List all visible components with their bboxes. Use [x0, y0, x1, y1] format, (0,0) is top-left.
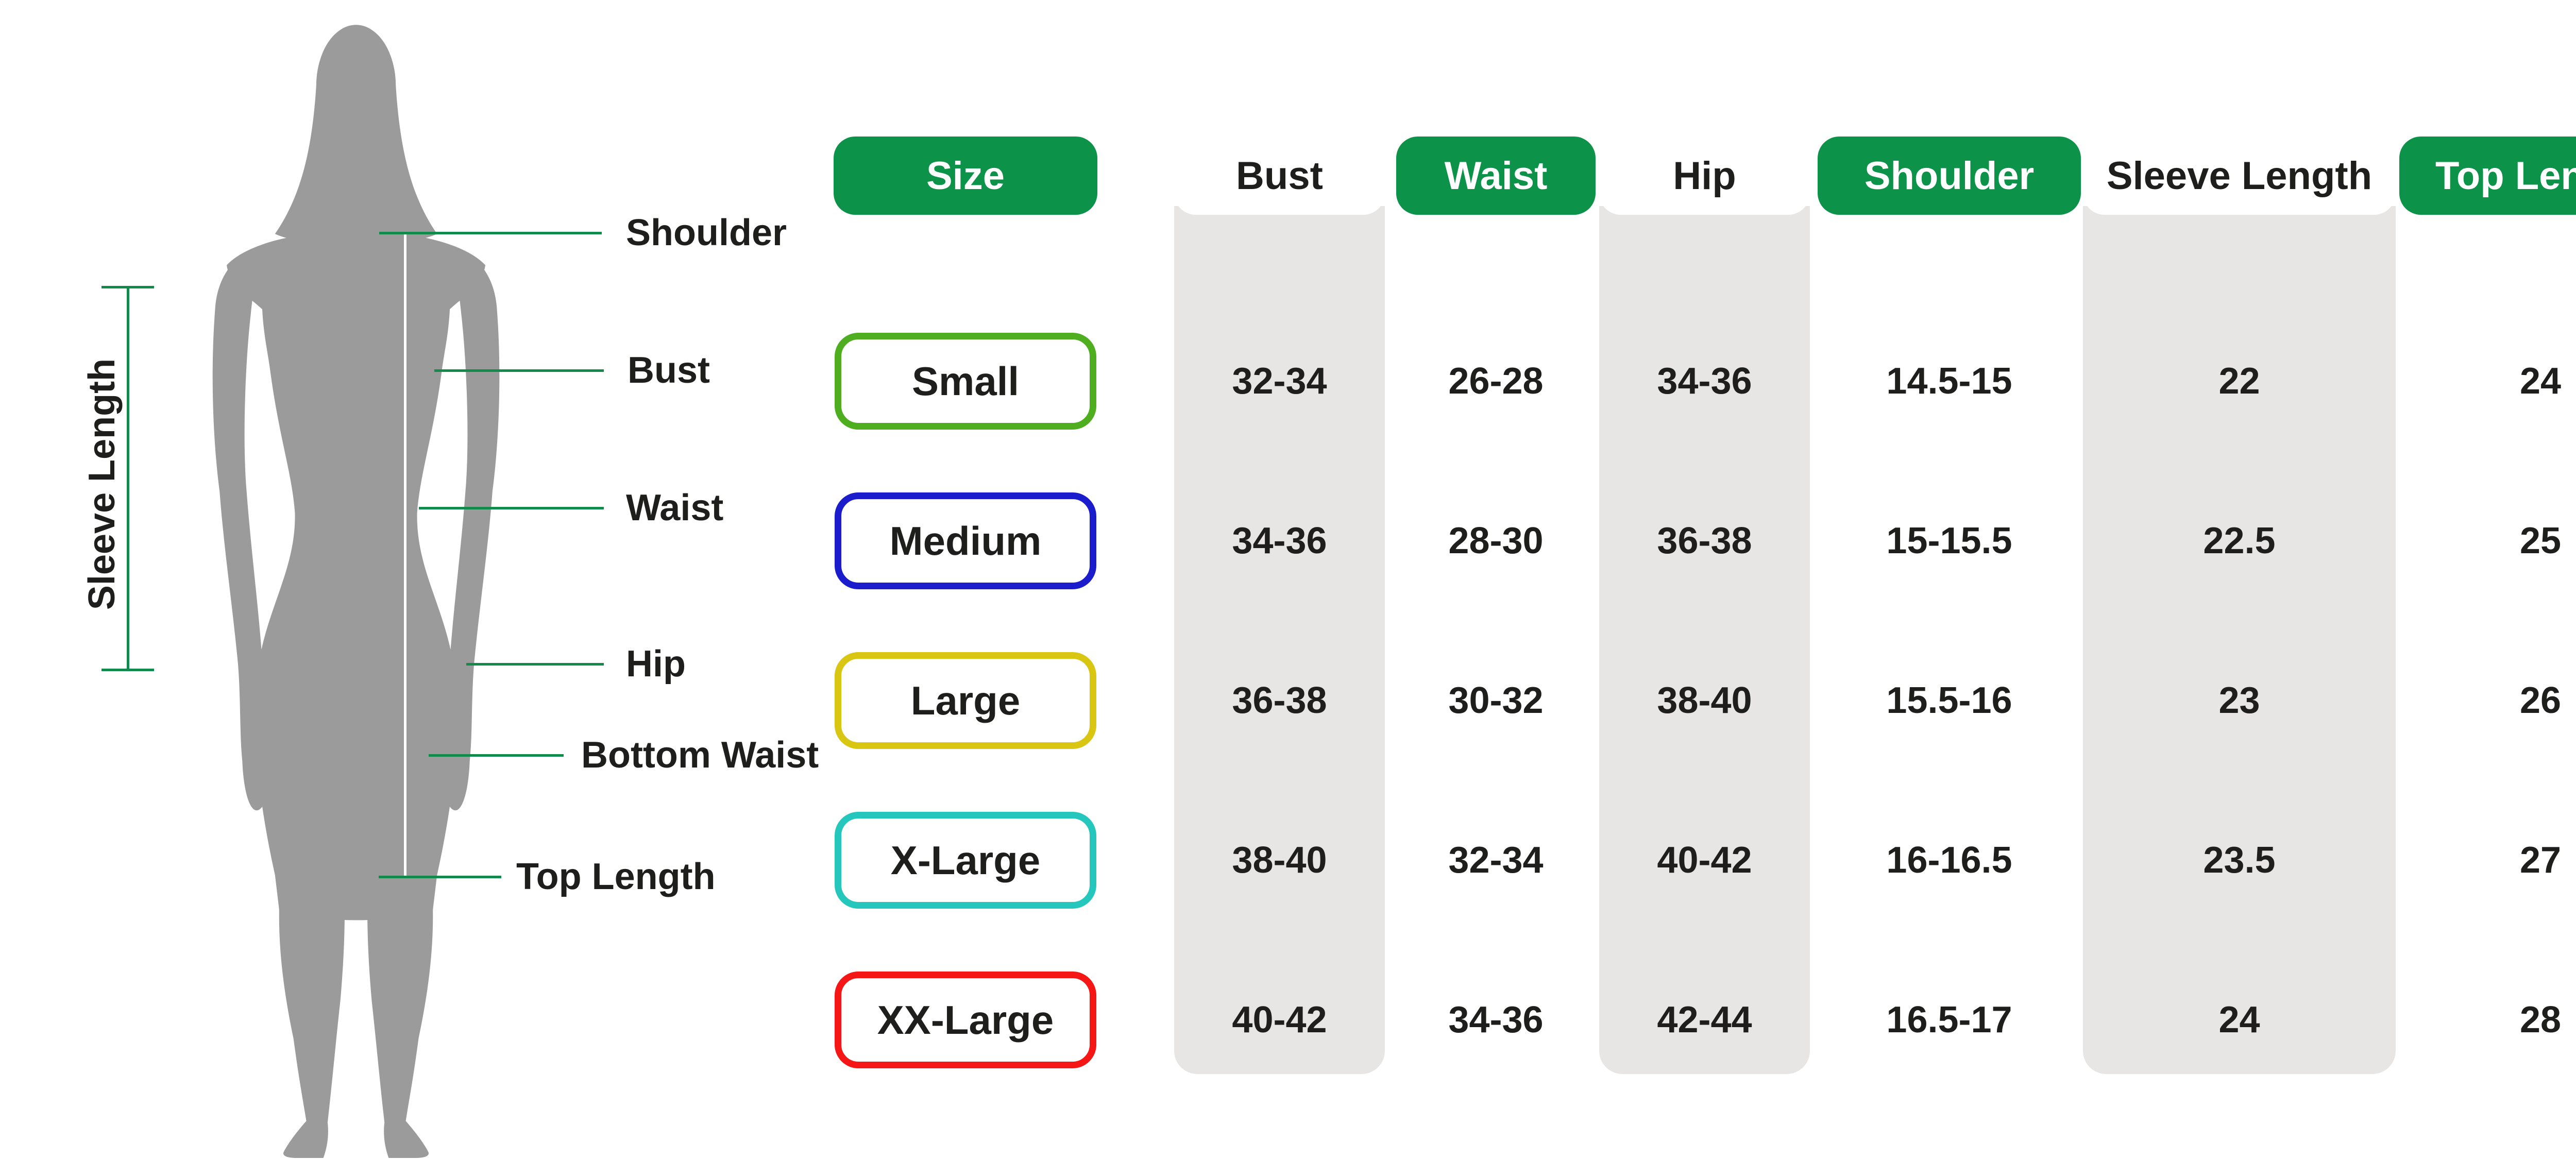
- top-length-label: Top Length: [516, 856, 716, 897]
- head: [316, 25, 396, 147]
- cell-small-hip: 34-36: [1657, 361, 1752, 402]
- cell-xx-large-sleeve-length: 24: [2218, 999, 2260, 1041]
- bust-measure-line: [434, 369, 604, 372]
- cell-large-bust: 36-38: [1232, 680, 1327, 721]
- size-button-xx-large[interactable]: XX-Large: [835, 971, 1096, 1068]
- cell-medium-waist: 28-30: [1448, 520, 1544, 561]
- sleeve-length-bottom-tick: [101, 669, 154, 671]
- size-button-x-large[interactable]: X-Large: [835, 812, 1096, 909]
- top-length-reference-line: [404, 233, 406, 878]
- shoulder-measure-line: [379, 232, 602, 234]
- bust-label: Bust: [628, 350, 710, 391]
- column-stripe-hip: [1599, 206, 1810, 1074]
- column-header-top-length: Top Length: [2399, 137, 2576, 215]
- cell-xx-large-bust: 40-42: [1232, 999, 1327, 1041]
- hip-label: Hip: [626, 643, 686, 685]
- cell-large-waist: 30-32: [1448, 680, 1544, 721]
- cell-medium-sleeve-length: 22.5: [2203, 520, 2276, 561]
- column-header-waist: Waist: [1396, 137, 1596, 215]
- cell-small-waist: 26-28: [1448, 361, 1544, 402]
- size-button-large[interactable]: Large: [835, 652, 1096, 749]
- sleeve-length-line: [127, 287, 129, 671]
- top-length-measure-line: [379, 876, 501, 878]
- hair: [275, 86, 437, 245]
- female-body-silhouette: [212, 25, 500, 1158]
- right-leg: [367, 905, 433, 1158]
- right-arm: [445, 245, 500, 811]
- sleeve-length-top-tick: [101, 286, 154, 288]
- cell-x-large-top-length: 27: [2519, 840, 2562, 881]
- cell-large-sleeve-length: 23: [2218, 680, 2260, 721]
- column-header-shoulder: Shoulder: [1818, 137, 2081, 215]
- cell-x-large-waist: 32-34: [1448, 840, 1544, 881]
- hip-measure-line: [466, 663, 604, 666]
- cell-xx-large-waist: 34-36: [1448, 999, 1544, 1041]
- cell-large-shoulder: 15.5-16: [1886, 680, 2012, 721]
- torso-dress: [227, 231, 486, 921]
- cell-xx-large-top-length: 28: [2519, 999, 2562, 1041]
- cell-large-hip: 38-40: [1657, 680, 1752, 721]
- cell-x-large-hip: 40-42: [1657, 840, 1752, 881]
- cell-small-sleeve-length: 22: [2218, 361, 2260, 402]
- cell-medium-hip: 36-38: [1657, 520, 1752, 561]
- cell-small-shoulder: 14.5-15: [1886, 361, 2012, 402]
- shoulder-label: Shoulder: [626, 212, 787, 253]
- cell-medium-top-length: 25: [2519, 520, 2562, 561]
- column-header-size: Size: [834, 137, 1097, 215]
- cell-small-bust: 32-34: [1232, 361, 1327, 402]
- bottom-waist-label: Bottom Waist: [581, 735, 819, 776]
- size-button-small[interactable]: Small: [835, 333, 1096, 430]
- cell-small-top-length: 24: [2519, 361, 2562, 402]
- column-stripe-bust: [1174, 206, 1385, 1074]
- column-header-hip: Hip: [1599, 137, 1810, 215]
- cell-x-large-shoulder: 16-16.5: [1886, 840, 2012, 881]
- waist-measure-line: [419, 507, 604, 509]
- left-arm: [212, 245, 267, 811]
- sleeve-length-label: Sleeve Length: [81, 358, 123, 610]
- size-button-medium[interactable]: Medium: [835, 492, 1096, 589]
- cell-large-top-length: 26: [2519, 680, 2562, 721]
- cell-medium-bust: 34-36: [1232, 520, 1327, 561]
- waist-label: Waist: [626, 487, 724, 529]
- cell-medium-shoulder: 15-15.5: [1886, 520, 2012, 561]
- left-leg: [279, 905, 345, 1158]
- column-header-sleeve-length: Sleeve Length: [2083, 137, 2396, 215]
- column-stripe-sleeve-length: [2083, 206, 2396, 1074]
- cell-x-large-sleeve-length: 23.5: [2203, 840, 2276, 881]
- bottom-waist-measure-line: [429, 754, 564, 757]
- cell-x-large-bust: 38-40: [1232, 840, 1327, 881]
- cell-xx-large-hip: 42-44: [1657, 999, 1752, 1041]
- column-header-bust: Bust: [1174, 137, 1385, 215]
- cell-xx-large-shoulder: 16.5-17: [1886, 999, 2012, 1041]
